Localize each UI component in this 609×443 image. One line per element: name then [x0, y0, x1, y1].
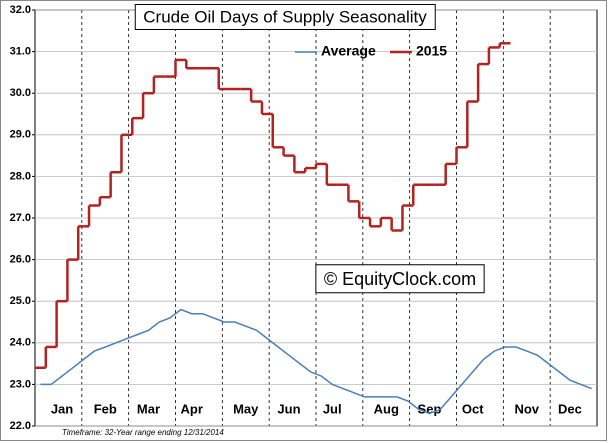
- x-tick-label: Mar: [137, 401, 160, 416]
- y-tick-label: 27.0: [10, 212, 31, 224]
- x-tick-label: May: [233, 401, 259, 416]
- x-tick-label: Sep: [418, 401, 442, 416]
- x-tick-label: Apr: [181, 401, 203, 416]
- annotation: © EquityClock.com: [324, 269, 476, 289]
- x-tick-label: Jun: [277, 401, 300, 416]
- y-tick-label: 25.0: [10, 295, 31, 307]
- y-tick-label: 30.0: [10, 87, 31, 99]
- y-tick-label: 31.0: [10, 46, 31, 58]
- line-series: [40, 308, 592, 415]
- y-tick-label: 24.0: [10, 337, 31, 349]
- y-tick-label: 28.0: [10, 170, 31, 182]
- x-tick-label: Jan: [51, 401, 73, 416]
- y-tick-label: 22.0: [10, 420, 31, 432]
- y-tick-label: 26.0: [10, 254, 31, 266]
- legend-label: 2015: [416, 43, 447, 59]
- y-tick-label: 32.0: [10, 4, 31, 16]
- x-tick-label: Jul: [323, 401, 342, 416]
- chart-title: Crude Oil Days of Supply Seasonality: [143, 7, 427, 26]
- x-tick-label: Feb: [94, 401, 117, 416]
- x-tick-label: Oct: [462, 401, 484, 416]
- y-tick-label: 23.0: [10, 378, 31, 390]
- annotation-box: [315, 264, 485, 294]
- x-tick-label: Aug: [374, 401, 399, 416]
- legend-label: Average: [321, 43, 376, 59]
- x-tick-label: Dec: [558, 401, 582, 416]
- footnote: Timeframe: 32-Year range ending 12/31/20…: [62, 428, 224, 437]
- title-box: [134, 3, 436, 30]
- x-tick-label: Nov: [514, 401, 539, 416]
- y-tick-label: 29.0: [10, 129, 31, 141]
